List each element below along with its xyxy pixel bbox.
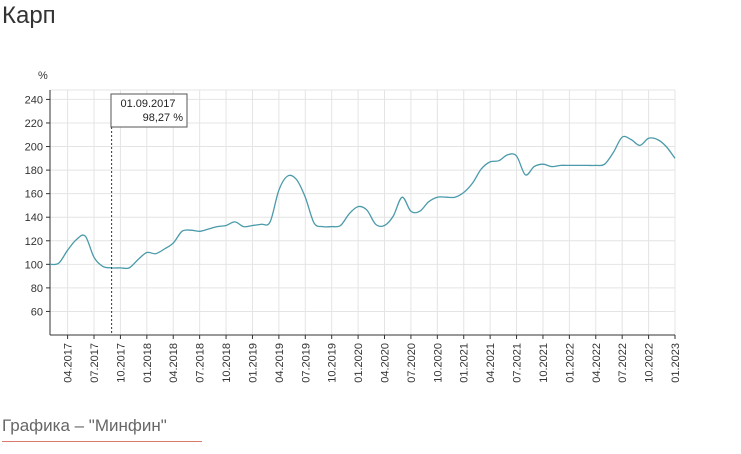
x-tick-label: 04.2017 (63, 343, 75, 383)
x-tick-label: 01.2018 (142, 343, 154, 383)
x-tick-label: 07.2021 (512, 343, 524, 383)
x-tick-label: 04.2022 (591, 343, 603, 383)
x-tick-label: 01.2022 (564, 343, 576, 383)
x-tick-label: 07.2020 (406, 343, 418, 383)
x-tick-label: 07.2017 (89, 343, 101, 383)
y-tick-label: 180 (25, 165, 43, 177)
axis-layer: 60 80 100 120 140 160 180 200 220 240 04.2017 07.20… (25, 90, 682, 383)
tooltip: 01.09.2017 98,27 % (110, 93, 188, 335)
y-tick-label: 200 (25, 142, 43, 154)
series-layer (49, 135, 676, 270)
x-tick-label: 10.2017 (115, 343, 127, 383)
y-axis-unit-label: % (38, 70, 48, 82)
x-tick-label: 01.2020 (353, 343, 365, 383)
y-tick-label: 120 (25, 236, 43, 248)
x-tick-label: 01.2019 (247, 343, 259, 383)
x-tick-label: 10.2021 (538, 343, 550, 383)
x-tick-label: 10.2018 (221, 343, 233, 383)
y-tick-label: 60 (31, 306, 43, 318)
credit-underline (2, 441, 202, 442)
x-tick-label: 04.2019 (274, 343, 286, 383)
x-tick-label: 01.2021 (459, 343, 471, 383)
x-tick-label: 04.2020 (380, 343, 392, 383)
page-title: Карп (2, 2, 56, 29)
y-tick-label: 160 (25, 189, 43, 201)
x-tick-label: 10.2019 (327, 343, 339, 383)
y-tick-label: 80 (31, 283, 43, 295)
x-tick-label: 04.2018 (168, 343, 180, 383)
series-line (49, 135, 676, 270)
tooltip-value: 98,27 % (143, 112, 184, 124)
price-line-chart: 60 80 100 120 140 160 180 200 220 240 04.2017 07.20… (25, 70, 682, 383)
x-tick-label: 10.2020 (432, 343, 444, 383)
x-tick-label: 01.2023 (670, 343, 682, 383)
tooltip-date: 01.09.2017 (120, 98, 175, 110)
graphics-credit[interactable]: Графика – "Минфин" (2, 416, 167, 435)
tooltip-box (110, 93, 188, 128)
x-tick-label: 07.2019 (300, 343, 312, 383)
y-tick-label: 240 (25, 94, 43, 106)
x-tick-label: 07.2018 (195, 343, 207, 383)
x-tick-label: 10.2022 (644, 343, 656, 383)
y-tick-label: 140 (25, 212, 43, 224)
x-tick-label: 04.2021 (485, 343, 497, 383)
y-tick-label: 100 (25, 259, 43, 271)
y-tick-label: 220 (25, 118, 43, 130)
x-tick-label: 07.2022 (617, 343, 629, 383)
